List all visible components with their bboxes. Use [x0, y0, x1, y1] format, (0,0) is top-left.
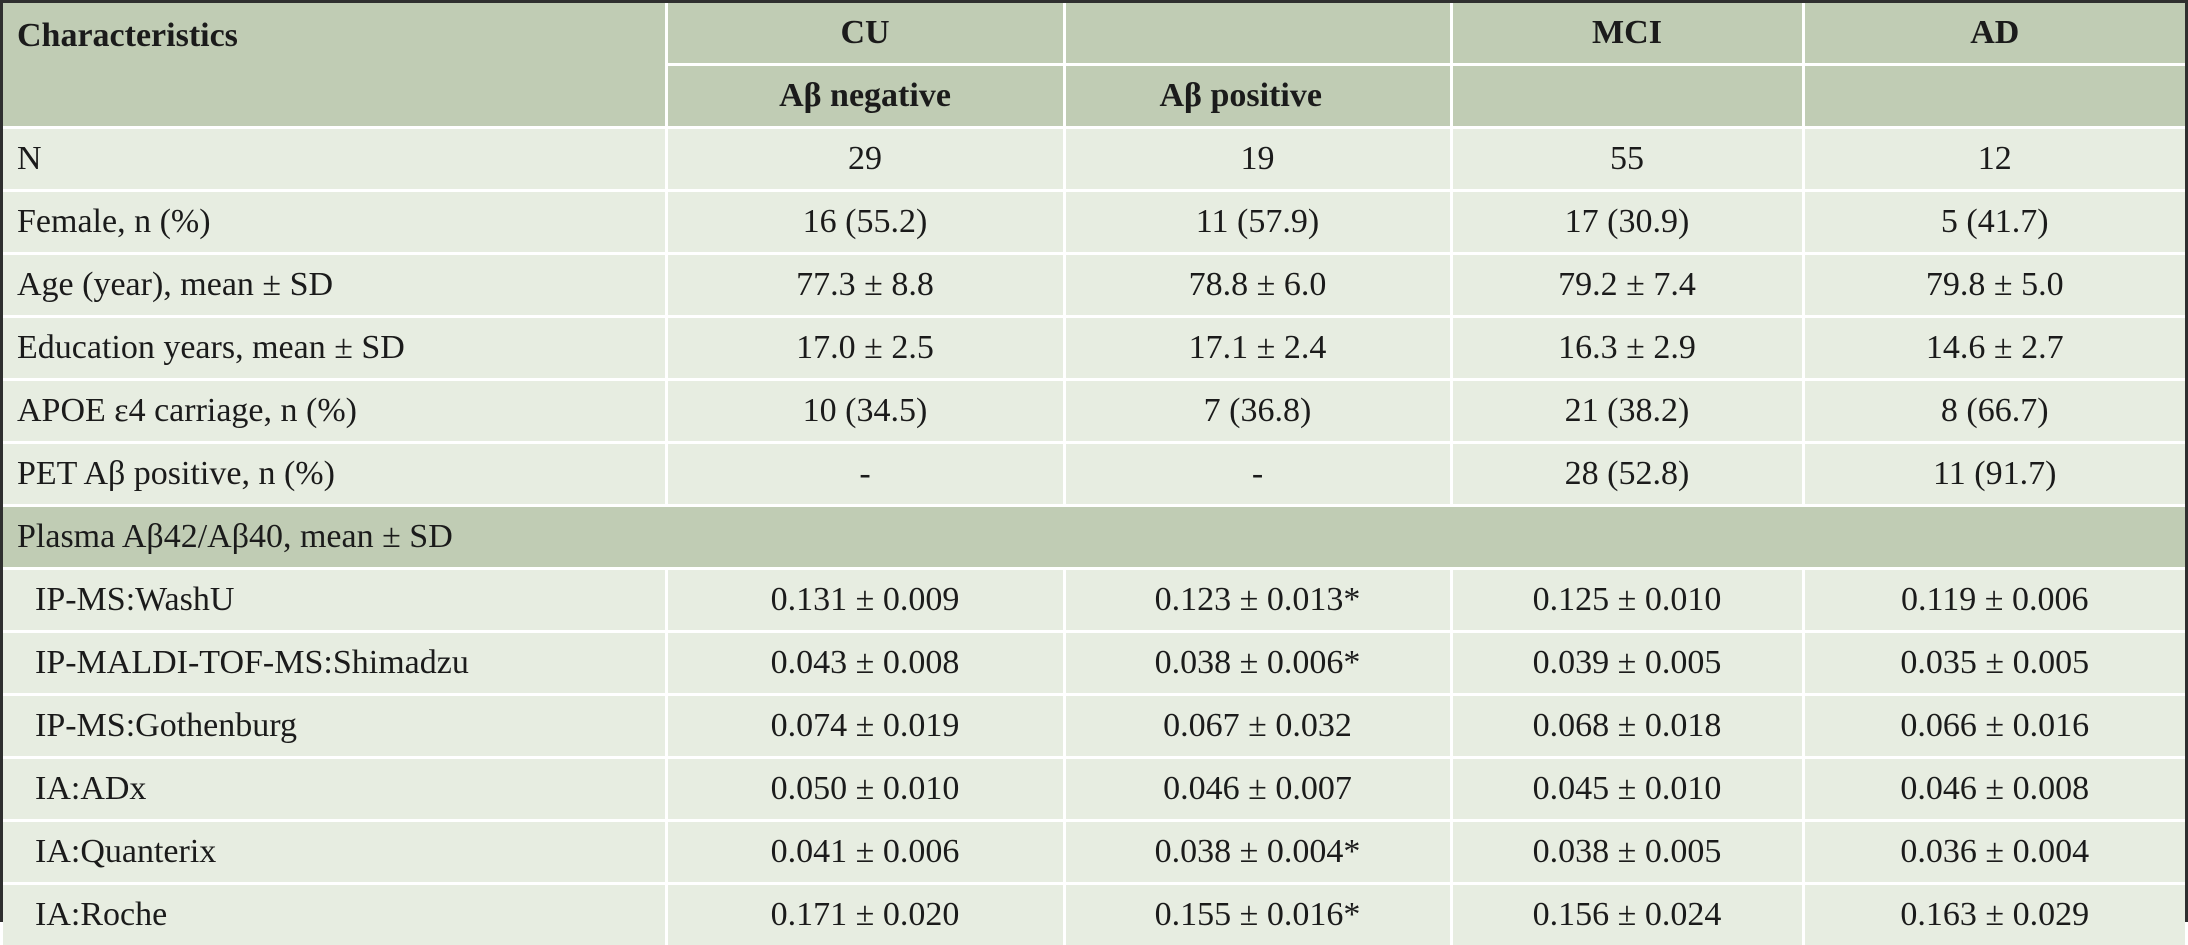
- cell-value: 0.171 ± 0.020: [666, 884, 1064, 945]
- data-table: Characteristics CU MCI AD Aβ negative Aβ…: [3, 3, 2185, 945]
- header-row-groups: Characteristics CU MCI AD: [3, 3, 2185, 65]
- header-mci-empty: [1451, 65, 1803, 128]
- table-row: IP-MS:Gothenburg 0.074 ± 0.019 0.067 ± 0…: [3, 695, 2185, 758]
- row-label: IA:Roche: [3, 884, 666, 945]
- cell-value: 16.3 ± 2.9: [1451, 317, 1803, 380]
- cell-value: 10 (34.5): [666, 380, 1064, 443]
- section-label: Plasma Aβ42/Aβ40, mean ± SD: [3, 506, 2185, 569]
- cell-value: 0.039 ± 0.005: [1451, 632, 1803, 695]
- cell-value: 0.043 ± 0.008: [666, 632, 1064, 695]
- row-label: N: [3, 128, 666, 191]
- cell-value: 11 (91.7): [1803, 443, 2185, 506]
- cell-value: 0.045 ± 0.010: [1451, 758, 1803, 821]
- cell-value: 79.2 ± 7.4: [1451, 254, 1803, 317]
- header-mci: MCI: [1451, 3, 1803, 65]
- cell-value: 0.038 ± 0.005: [1451, 821, 1803, 884]
- cell-value: 19: [1064, 128, 1451, 191]
- header-cu-empty: [1064, 3, 1451, 65]
- cell-value: 16 (55.2): [666, 191, 1064, 254]
- header-ab-positive: Aβ positive: [1064, 65, 1451, 128]
- cell-value: 0.038 ± 0.004*: [1064, 821, 1451, 884]
- cell-value: 0.125 ± 0.010: [1451, 569, 1803, 632]
- cell-value: 0.163 ± 0.029: [1803, 884, 2185, 945]
- cell-value: 29: [666, 128, 1064, 191]
- header-cu: CU: [666, 3, 1064, 65]
- cell-value: 0.046 ± 0.008: [1803, 758, 2185, 821]
- cell-value: 0.068 ± 0.018: [1451, 695, 1803, 758]
- row-label: PET Aβ positive, n (%): [3, 443, 666, 506]
- cell-value: 55: [1451, 128, 1803, 191]
- cell-value: 0.046 ± 0.007: [1064, 758, 1451, 821]
- row-label: IA:Quanterix: [3, 821, 666, 884]
- cell-value: 0.155 ± 0.016*: [1064, 884, 1451, 945]
- table-row: IA:ADx 0.050 ± 0.010 0.046 ± 0.007 0.045…: [3, 758, 2185, 821]
- header-characteristics: Characteristics: [3, 3, 666, 128]
- header-ab-negative: Aβ negative: [666, 65, 1064, 128]
- row-label: Education years, mean ± SD: [3, 317, 666, 380]
- table-row: APOE ε4 carriage, n (%) 10 (34.5) 7 (36.…: [3, 380, 2185, 443]
- row-label: IP-MALDI-TOF-MS:Shimadzu: [3, 632, 666, 695]
- cell-value: 0.067 ± 0.032: [1064, 695, 1451, 758]
- cell-value: 0.074 ± 0.019: [666, 695, 1064, 758]
- cell-value: 0.041 ± 0.006: [666, 821, 1064, 884]
- cell-value: 5 (41.7): [1803, 191, 2185, 254]
- cell-value: 0.156 ± 0.024: [1451, 884, 1803, 945]
- table-row: IA:Roche 0.171 ± 0.020 0.155 ± 0.016* 0.…: [3, 884, 2185, 945]
- table-row: Age (year), mean ± SD 77.3 ± 8.8 78.8 ± …: [3, 254, 2185, 317]
- cell-value: 0.123 ± 0.013*: [1064, 569, 1451, 632]
- table-row: IA:Quanterix 0.041 ± 0.006 0.038 ± 0.004…: [3, 821, 2185, 884]
- cell-value: 0.131 ± 0.009: [666, 569, 1064, 632]
- cell-value: -: [1064, 443, 1451, 506]
- cell-value: 7 (36.8): [1064, 380, 1451, 443]
- characteristics-table: Characteristics CU MCI AD Aβ negative Aβ…: [0, 0, 2188, 922]
- table-row: Female, n (%) 16 (55.2) 11 (57.9) 17 (30…: [3, 191, 2185, 254]
- cell-value: -: [666, 443, 1064, 506]
- cell-value: 0.038 ± 0.006*: [1064, 632, 1451, 695]
- row-label: APOE ε4 carriage, n (%): [3, 380, 666, 443]
- cell-value: 0.036 ± 0.004: [1803, 821, 2185, 884]
- header-ad-empty: [1803, 65, 2185, 128]
- cell-value: 11 (57.9): [1064, 191, 1451, 254]
- row-label: IP-MS:Gothenburg: [3, 695, 666, 758]
- cell-value: 0.050 ± 0.010: [666, 758, 1064, 821]
- row-label: IP-MS:WashU: [3, 569, 666, 632]
- table-row: N 29 19 55 12: [3, 128, 2185, 191]
- cell-value: 14.6 ± 2.7: [1803, 317, 2185, 380]
- table-row: IP-MS:WashU 0.131 ± 0.009 0.123 ± 0.013*…: [3, 569, 2185, 632]
- cell-value: 17 (30.9): [1451, 191, 1803, 254]
- row-label: Age (year), mean ± SD: [3, 254, 666, 317]
- header-ad: AD: [1803, 3, 2185, 65]
- section-row-plasma: Plasma Aβ42/Aβ40, mean ± SD: [3, 506, 2185, 569]
- table-row: PET Aβ positive, n (%) - - 28 (52.8) 11 …: [3, 443, 2185, 506]
- cell-value: 8 (66.7): [1803, 380, 2185, 443]
- cell-value: 79.8 ± 5.0: [1803, 254, 2185, 317]
- cell-value: 21 (38.2): [1451, 380, 1803, 443]
- cell-value: 12: [1803, 128, 2185, 191]
- cell-value: 0.119 ± 0.006: [1803, 569, 2185, 632]
- cell-value: 17.1 ± 2.4: [1064, 317, 1451, 380]
- table-row: Education years, mean ± SD 17.0 ± 2.5 17…: [3, 317, 2185, 380]
- cell-value: 78.8 ± 6.0: [1064, 254, 1451, 317]
- table-row: IP-MALDI-TOF-MS:Shimadzu 0.043 ± 0.008 0…: [3, 632, 2185, 695]
- cell-value: 0.066 ± 0.016: [1803, 695, 2185, 758]
- cell-value: 28 (52.8): [1451, 443, 1803, 506]
- row-label: Female, n (%): [3, 191, 666, 254]
- cell-value: 17.0 ± 2.5: [666, 317, 1064, 380]
- row-label: IA:ADx: [3, 758, 666, 821]
- cell-value: 0.035 ± 0.005: [1803, 632, 2185, 695]
- cell-value: 77.3 ± 8.8: [666, 254, 1064, 317]
